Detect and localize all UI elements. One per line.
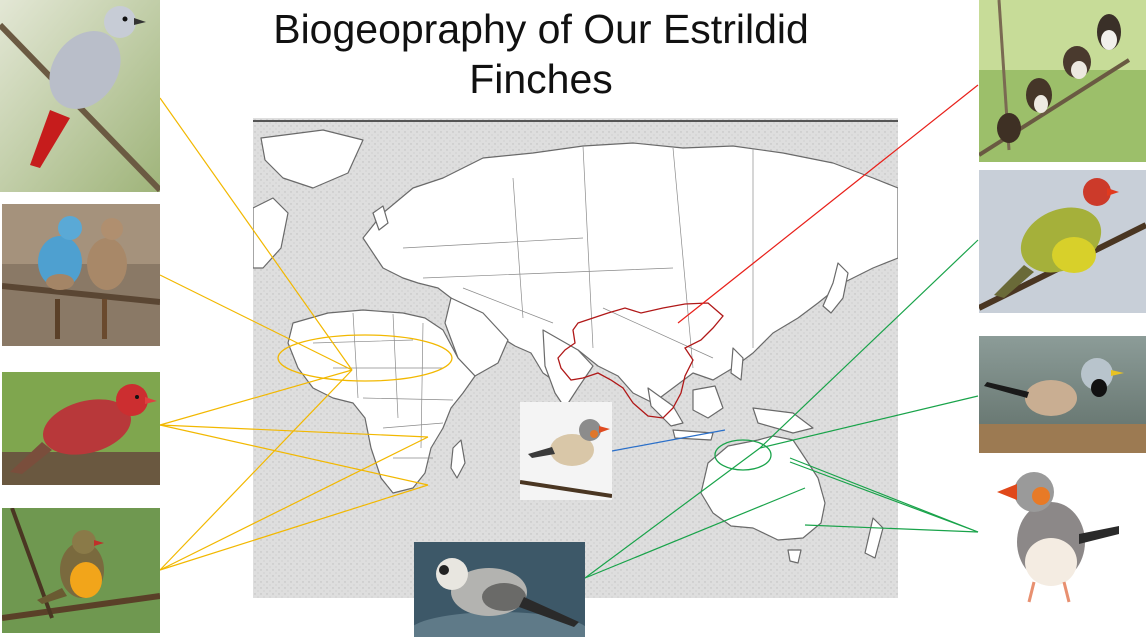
cordon-bleu-photo	[2, 204, 160, 346]
slide-title: Biogeopraphy of Our Estrildid Finches	[170, 4, 912, 104]
zebra-finch-center-photo	[520, 402, 612, 500]
lavender-waxbill-photo	[0, 0, 160, 192]
star-finch-photo	[979, 170, 1146, 313]
munia-photo	[979, 0, 1146, 162]
firefinch-photo	[2, 372, 160, 485]
world-map	[252, 118, 899, 598]
india	[542, 329, 594, 409]
long-tailed-finch-photo	[979, 336, 1146, 453]
arabia	[444, 297, 509, 377]
tasmania	[787, 549, 802, 564]
sumatra	[647, 387, 684, 427]
philippines	[730, 347, 744, 381]
title-line-2: Finches	[469, 56, 613, 102]
orange-breasted-waxbill-photo	[2, 508, 160, 633]
asia-range-outline	[557, 302, 724, 419]
title-line-1: Biogeopraphy of Our Estrildid	[273, 6, 809, 52]
britain	[372, 205, 389, 231]
borneo	[692, 385, 724, 419]
zebra-finch-right-photo	[979, 462, 1146, 612]
owl-finch-photo	[414, 542, 585, 637]
madagascar	[450, 439, 466, 479]
